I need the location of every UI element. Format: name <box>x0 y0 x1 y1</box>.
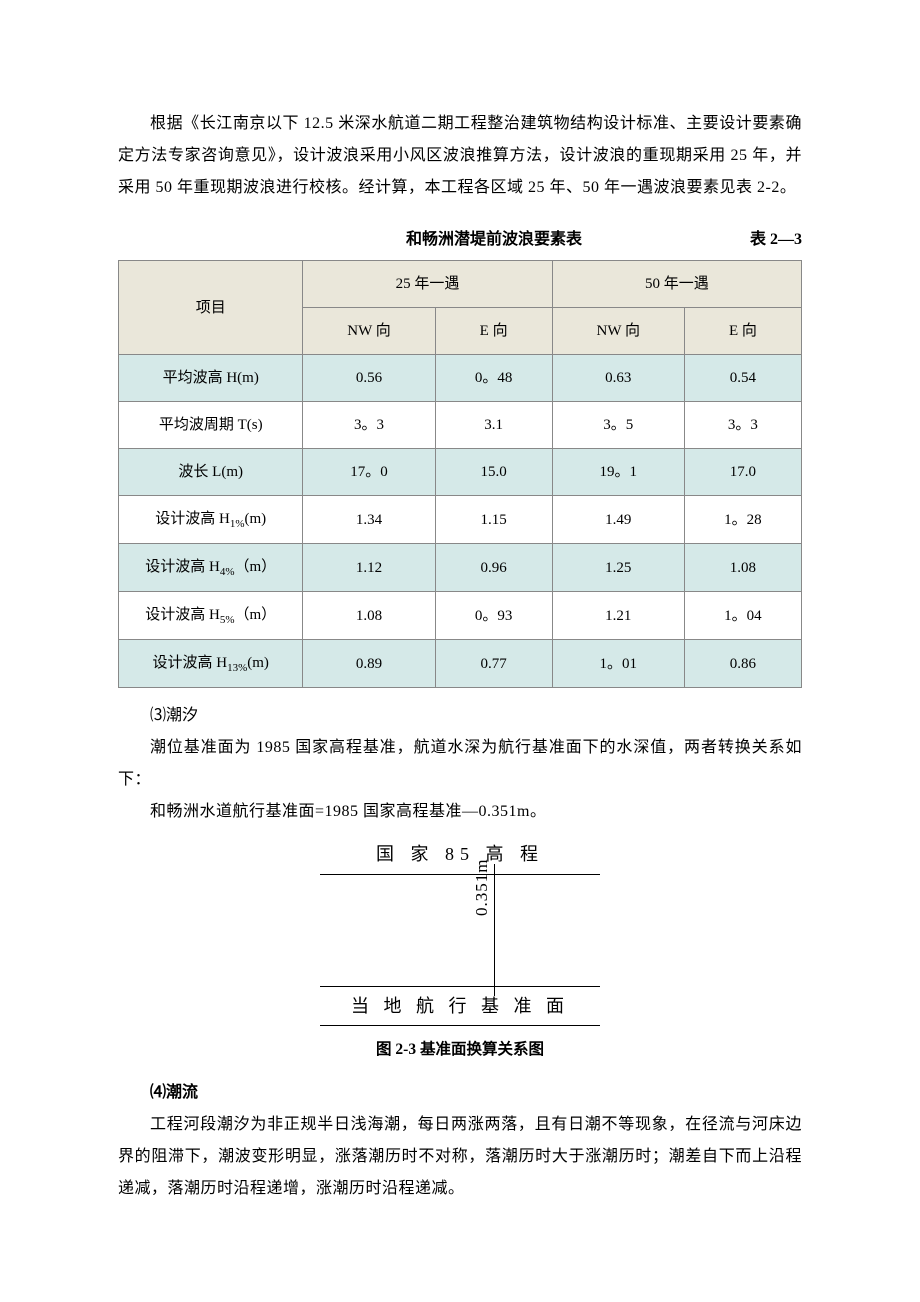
cell-value: 1.12 <box>303 544 435 592</box>
table-row: 设计波高 H13%(m)0.890.771。010.86 <box>119 640 802 688</box>
cell-value: 0.96 <box>435 544 552 592</box>
th-25-e: E 向 <box>435 308 552 355</box>
cell-value: 1.49 <box>552 496 684 544</box>
table-row: 平均波周期 T(s)3。33.13。53。3 <box>119 402 802 449</box>
section-4-p1: 工程河段潮汐为非正规半日浅海潮，每日两涨两落，且有日潮不等现象，在径流与河床边界… <box>118 1109 802 1205</box>
cell-value: 0.86 <box>684 640 801 688</box>
cell-value: 0。93 <box>435 592 552 640</box>
cell-value: 1。01 <box>552 640 684 688</box>
figure-caption: 图 2-3 基准面换算关系图 <box>118 1034 802 1065</box>
row-label: 设计波高 H13%(m) <box>119 640 303 688</box>
section-3-p1: 潮位基准面为 1985 国家高程基准，航道水深为航行基准面下的水深值，两者转换关… <box>118 732 802 796</box>
datum-diagram-wrap: 国 家 85 高 程 0.351m 当 地 航 行 基 准 面 <box>118 836 802 1026</box>
cell-value: 0。48 <box>435 355 552 402</box>
table-row: 设计波高 H5%（m）1.080。931.211。04 <box>119 592 802 640</box>
diagram-bottom-label: 当 地 航 行 基 准 面 <box>320 988 600 1026</box>
cell-value: 1.34 <box>303 496 435 544</box>
diagram-top-label: 国 家 85 高 程 <box>320 836 600 875</box>
section-4-title: ⑷潮流 <box>118 1077 802 1109</box>
cell-value: 3。5 <box>552 402 684 449</box>
cell-value: 3。3 <box>684 402 801 449</box>
datum-diagram: 国 家 85 高 程 0.351m 当 地 航 行 基 准 面 <box>320 836 600 1026</box>
cell-value: 1。28 <box>684 496 801 544</box>
cell-value: 0.89 <box>303 640 435 688</box>
diagram-value: 0.351m <box>465 858 499 915</box>
cell-value: 17.0 <box>684 449 801 496</box>
th-project: 项目 <box>119 261 303 355</box>
cell-value: 15.0 <box>435 449 552 496</box>
row-label: 平均波周期 T(s) <box>119 402 303 449</box>
table-title: 和畅洲潜堤前波浪要素表 <box>118 224 750 256</box>
table-number: 表 2—3 <box>750 224 802 256</box>
cell-value: 3.1 <box>435 402 552 449</box>
cell-value: 0.63 <box>552 355 684 402</box>
th-50-nw: NW 向 <box>552 308 684 355</box>
cell-value: 1。04 <box>684 592 801 640</box>
table-row: 波长 L(m)17。015.019。117.0 <box>119 449 802 496</box>
wave-element-table: 项目 25 年一遇 50 年一遇 NW 向 E 向 NW 向 E 向 平均波高 … <box>118 260 802 688</box>
table-row: 平均波高 H(m)0.560。480.630.54 <box>119 355 802 402</box>
th-25-nw: NW 向 <box>303 308 435 355</box>
intro-paragraph: 根据《长江南京以下 12.5 米深水航道二期工程整治建筑物结构设计标准、主要设计… <box>118 108 802 204</box>
cell-value: 0.56 <box>303 355 435 402</box>
cell-value: 1.15 <box>435 496 552 544</box>
row-label: 设计波高 H1%(m) <box>119 496 303 544</box>
cell-value: 0.77 <box>435 640 552 688</box>
table-header-row: 和畅洲潜堤前波浪要素表 表 2—3 <box>118 224 802 256</box>
table-row: 设计波高 H4%（m）1.120.961.251.08 <box>119 544 802 592</box>
th-25yr: 25 年一遇 <box>303 261 552 308</box>
cell-value: 17。0 <box>303 449 435 496</box>
th-50yr: 50 年一遇 <box>552 261 801 308</box>
cell-value: 1.08 <box>303 592 435 640</box>
row-label: 设计波高 H4%（m） <box>119 544 303 592</box>
cell-value: 1.08 <box>684 544 801 592</box>
th-50-e: E 向 <box>684 308 801 355</box>
cell-value: 1.25 <box>552 544 684 592</box>
table-row: 设计波高 H1%(m)1.341.151.491。28 <box>119 496 802 544</box>
cell-value: 19。1 <box>552 449 684 496</box>
row-label: 设计波高 H5%（m） <box>119 592 303 640</box>
cell-value: 1.21 <box>552 592 684 640</box>
row-label: 平均波高 H(m) <box>119 355 303 402</box>
section-3-p2: 和畅洲水道航行基准面=1985 国家高程基准—0.351m。 <box>118 796 802 828</box>
section-3-number: ⑶潮汐 <box>118 700 802 732</box>
cell-value: 0.54 <box>684 355 801 402</box>
cell-value: 3。3 <box>303 402 435 449</box>
row-label: 波长 L(m) <box>119 449 303 496</box>
